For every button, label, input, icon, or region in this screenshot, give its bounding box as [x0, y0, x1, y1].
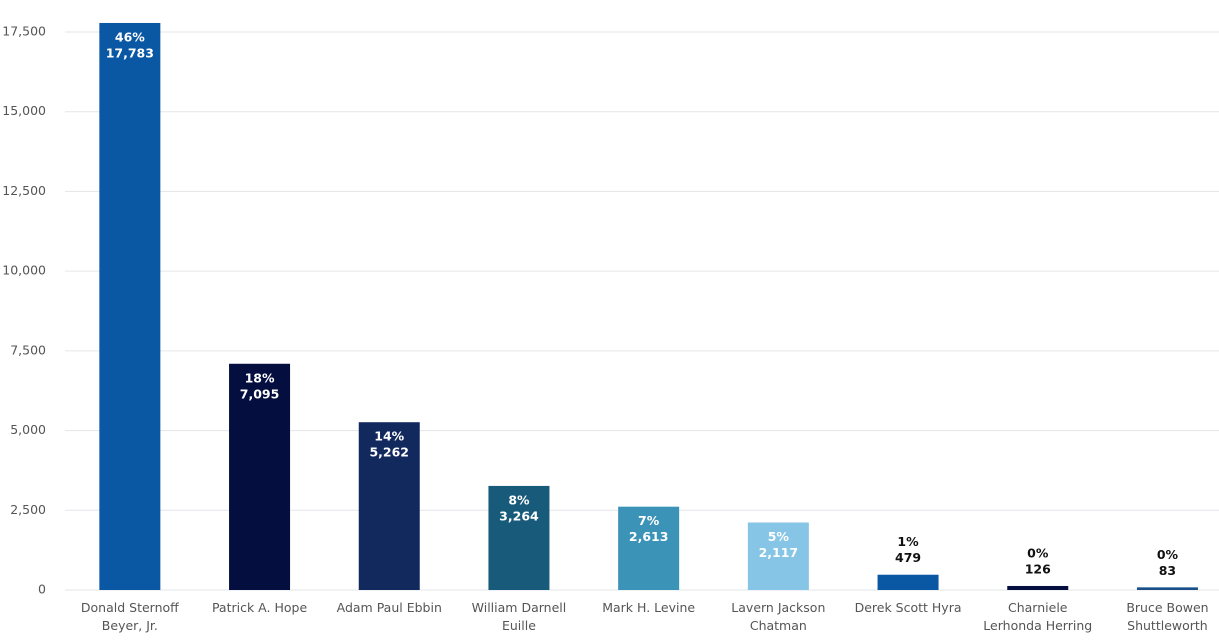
value-label: 479: [895, 550, 921, 565]
percent-label: 46%: [115, 29, 145, 44]
value-label: 2,117: [759, 545, 799, 560]
percent-label: 14%: [374, 429, 404, 444]
x-tick-label: Bruce Bowen Shuttleworth: [1126, 600, 1208, 633]
bar: [488, 485, 550, 590]
bar: [618, 506, 680, 590]
x-tick-label: Lavern Jackson Chatman: [731, 600, 825, 633]
bar: [229, 363, 291, 590]
y-tick-label: 12,500: [2, 183, 46, 198]
y-tick-label: 17,500: [2, 24, 46, 39]
percent-label: 1%: [897, 534, 919, 549]
y-tick-label: 0: [38, 582, 46, 597]
percent-label: 18%: [245, 370, 275, 385]
value-label: 5,262: [369, 445, 409, 460]
y-tick-label: 5,000: [10, 422, 46, 437]
bar: [747, 522, 809, 590]
value-label: 2,613: [629, 529, 669, 544]
percent-label: 0%: [1027, 545, 1049, 560]
percent-label: 5%: [768, 529, 790, 544]
percent-label: 7%: [638, 513, 660, 528]
value-label: 126: [1025, 561, 1051, 576]
value-label: 3,264: [499, 508, 539, 523]
bar: [1007, 585, 1069, 590]
x-tick-label: Mark H. Levine: [602, 600, 695, 615]
value-label: 17,783: [106, 45, 154, 60]
percent-label: 0%: [1157, 547, 1179, 562]
y-tick-label: 2,500: [10, 502, 46, 517]
y-tick-label: 10,000: [2, 263, 46, 278]
bar: [358, 422, 420, 590]
value-label: 7,095: [240, 386, 280, 401]
y-tick-label: 15,000: [2, 103, 46, 118]
x-tick-label: Adam Paul Ebbin: [337, 600, 442, 615]
percent-label: 8%: [508, 492, 530, 507]
y-tick-label: 7,500: [10, 342, 46, 357]
value-label: 83: [1159, 563, 1176, 578]
bar: [877, 574, 939, 590]
x-tick-label: William Darnell Euille: [472, 600, 567, 633]
x-tick-label: Patrick A. Hope: [212, 600, 307, 615]
x-tick-label: Derek Scott Hyra: [855, 600, 962, 615]
bar: [99, 22, 161, 591]
bar: [1136, 587, 1198, 590]
x-tick-label: Donald Sternoff Beyer, Jr.: [81, 600, 179, 633]
x-tick-label: Charniele Lerhonda Herring: [983, 600, 1092, 633]
